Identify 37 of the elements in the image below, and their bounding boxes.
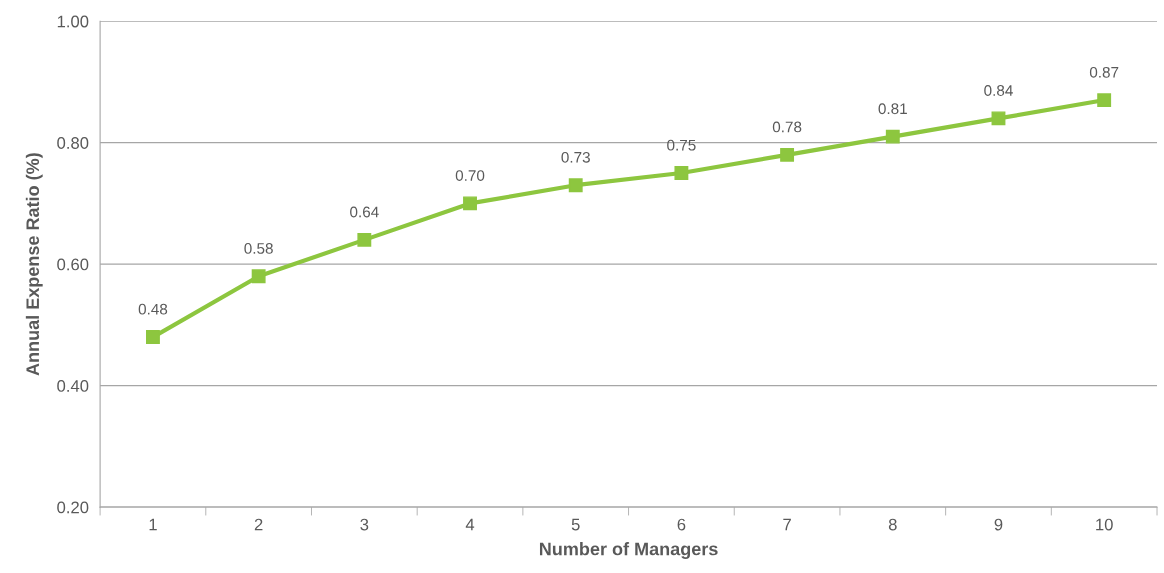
- x-tick-label: 6: [677, 518, 686, 531]
- x-tick-label: 8: [888, 518, 897, 531]
- y-tick-label: 1.00: [57, 15, 89, 28]
- point: [251, 269, 266, 284]
- x-tick-label: 2: [254, 518, 263, 531]
- x-tick-label: 1: [149, 518, 157, 531]
- data-label: 0.64: [350, 206, 379, 218]
- y-axis-title: Annual Expense Ratio (%): [25, 153, 43, 376]
- point: [674, 166, 689, 180]
- y-tick-label: 0.40: [57, 380, 89, 392]
- point: [146, 330, 160, 344]
- data-label: 0.78: [772, 121, 802, 133]
- x-tick-label: 5: [571, 518, 580, 531]
- data-label: 0.87: [1089, 66, 1119, 78]
- y-tick-label: 0.20: [57, 501, 89, 514]
- data-label: 0.81: [878, 103, 907, 115]
- x-axis-title: Number of Managers: [539, 542, 718, 559]
- x-tick-label: 3: [360, 518, 369, 531]
- x-tick-label: 7: [783, 518, 791, 531]
- point: [991, 111, 1006, 126]
- data-label: 0.73: [561, 151, 590, 163]
- point: [1097, 93, 1112, 108]
- data-label: 0.48: [138, 303, 168, 315]
- point: [357, 232, 372, 247]
- x-tick-label: 4: [465, 518, 475, 531]
- y-tick-label: 0.80: [57, 137, 89, 149]
- point: [568, 178, 583, 193]
- data-label: 0.84: [984, 85, 1013, 96]
- data-label: 0.70: [455, 170, 485, 181]
- point: [885, 129, 900, 144]
- x-tick-label: 10: [1096, 518, 1113, 531]
- data-label: 0.58: [244, 243, 273, 254]
- data-label: 0.75: [667, 139, 696, 151]
- x-tick-label: 9: [994, 518, 1003, 531]
- y-tick-label: 0.60: [57, 258, 89, 271]
- point: [780, 147, 795, 162]
- point: [463, 196, 477, 211]
